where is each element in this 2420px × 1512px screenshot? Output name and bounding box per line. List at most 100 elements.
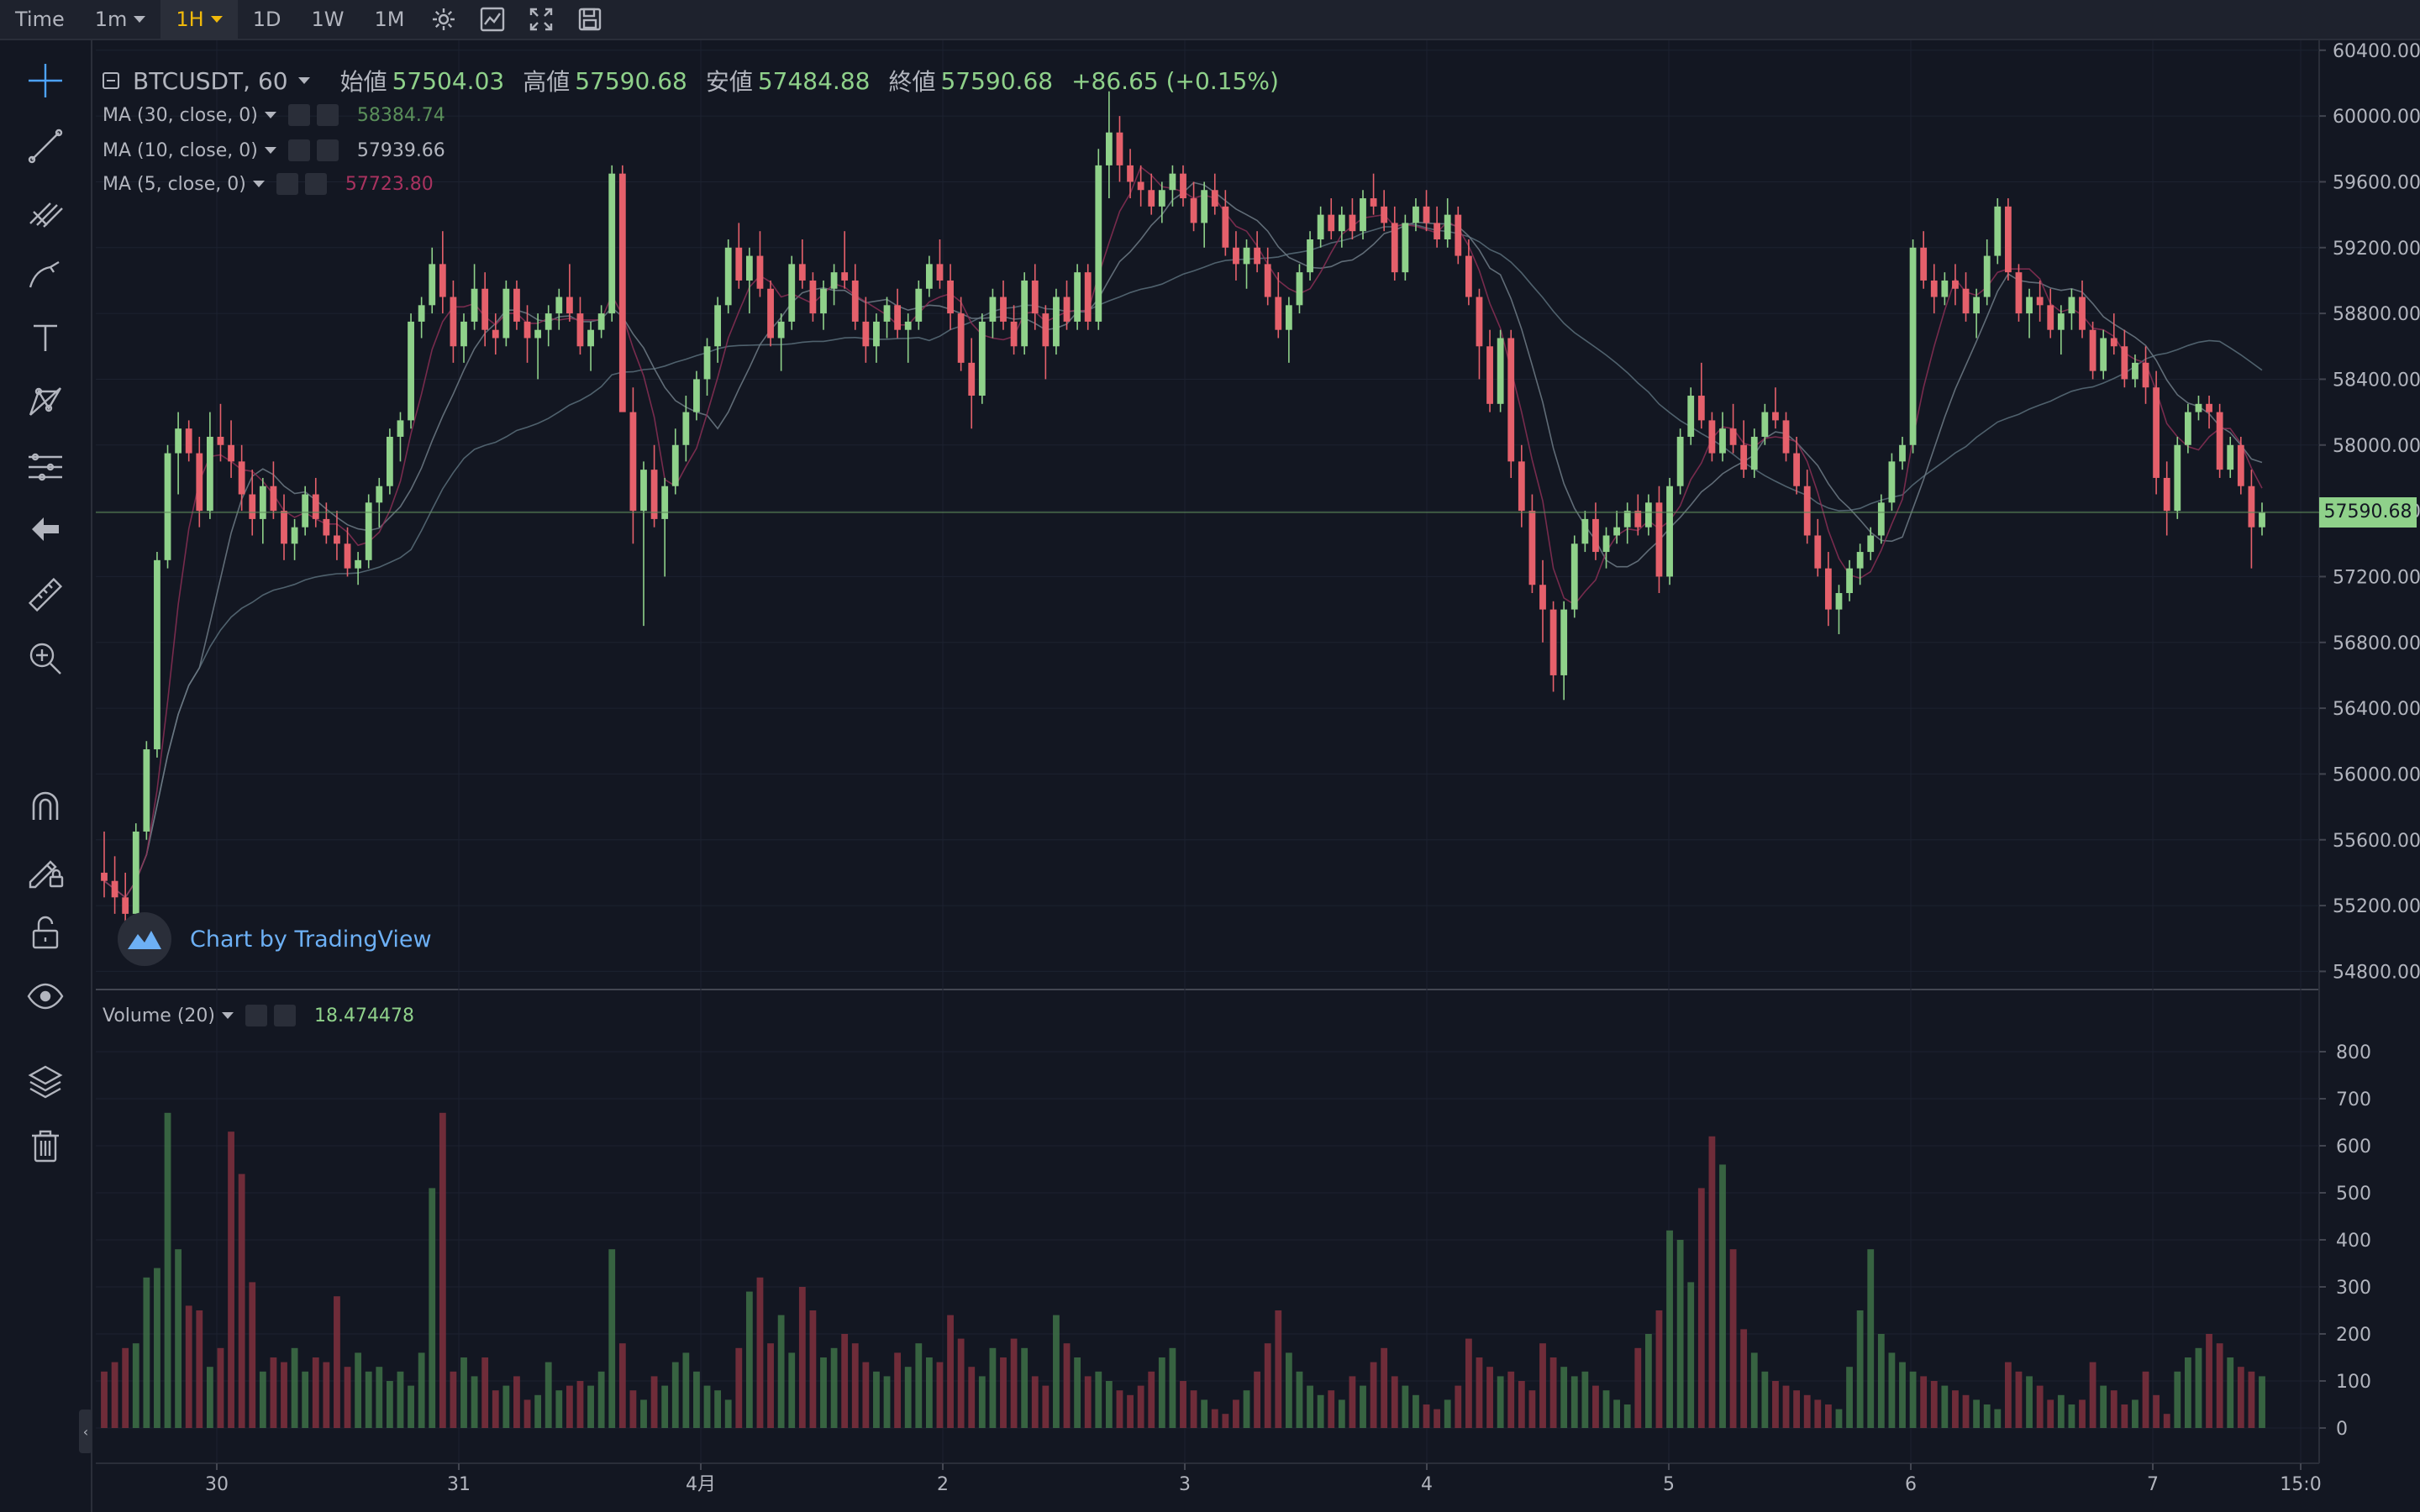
close-icon[interactable]: [316, 139, 339, 161]
candle-body: [661, 486, 669, 519]
chevron-down-icon[interactable]: [264, 112, 276, 118]
magnet-icon[interactable]: [20, 781, 71, 832]
chevron-down-icon[interactable]: [264, 147, 276, 154]
volume-bar: [777, 1315, 785, 1428]
watermark-text: Chart by TradingView: [190, 926, 432, 953]
ma30-legend: MA (30, close, 0) 58384.74: [103, 104, 445, 126]
volume-tick-label: 300: [2336, 1278, 2371, 1299]
candle-body: [777, 321, 785, 339]
ma5-name[interactable]: MA (5, close, 0): [103, 173, 246, 195]
time-tick-label: 6: [1905, 1474, 1917, 1495]
candle-body: [756, 255, 764, 289]
ma10-line: [103, 181, 2263, 899]
price-tick-label: 58400.00: [2333, 370, 2420, 391]
candle-body: [1434, 223, 1441, 239]
candle-body: [1084, 272, 1092, 322]
fib-icon[interactable]: [20, 442, 71, 492]
candle-body: [724, 247, 732, 306]
volume-bar: [154, 1268, 160, 1428]
candle-body: [1264, 264, 1271, 297]
change-value: +86.65 (+0.15%): [1071, 66, 1279, 95]
volume-bar: [122, 1347, 129, 1428]
trash-icon[interactable]: [20, 1121, 71, 1171]
unlock-icon[interactable]: [20, 907, 71, 958]
candle-body: [1909, 247, 1917, 445]
interval-dropdown[interactable]: 1m: [80, 0, 161, 39]
price-tick-label: 55600.00: [2333, 831, 2420, 852]
fullscreen-icon[interactable]: [517, 0, 566, 39]
volume-bar: [534, 1394, 542, 1428]
settings-icon[interactable]: [245, 1005, 267, 1026]
indicators-icon[interactable]: [468, 0, 517, 39]
time-tick-label: 31: [447, 1474, 471, 1495]
volume-bar: [397, 1371, 404, 1428]
price-tick-label: 56400.00: [2333, 699, 2420, 720]
candle-body: [1719, 428, 1726, 454]
time-tick-label: 15:0: [2280, 1474, 2321, 1495]
candle-body: [1793, 453, 1801, 486]
candle-body: [693, 379, 700, 412]
collapse-toolbar-button[interactable]: ‹: [79, 1410, 92, 1453]
chevron-down-icon[interactable]: [252, 181, 265, 187]
time-button[interactable]: Time: [15, 8, 65, 31]
tradingview-watermark[interactable]: Chart by TradingView: [118, 912, 432, 966]
candle-body: [1507, 338, 1515, 462]
settings-icon[interactable]: [276, 173, 298, 195]
symbol-name[interactable]: BTCUSDT, 60: [133, 66, 288, 95]
save-icon[interactable]: [566, 0, 614, 39]
close-icon[interactable]: [316, 104, 339, 126]
close-icon[interactable]: [304, 173, 327, 195]
volume-bar: [312, 1357, 319, 1428]
candle-body: [1930, 280, 1938, 297]
volume-bar: [1180, 1381, 1186, 1428]
volume-bar: [714, 1390, 722, 1428]
period-1m-button[interactable]: 1M: [374, 8, 405, 31]
volume-bar: [1116, 1390, 1123, 1428]
settings-icon[interactable]: [419, 0, 468, 39]
volume-bar: [724, 1399, 732, 1428]
candle-body: [1190, 198, 1197, 223]
collapse-legend-icon[interactable]: [103, 72, 119, 89]
chevron-down-icon[interactable]: [221, 1012, 234, 1019]
high-value: 57590.68: [575, 66, 687, 95]
ruler-icon[interactable]: [20, 570, 71, 620]
active-interval-dropdown[interactable]: 1H: [160, 0, 238, 39]
settings-icon[interactable]: [287, 139, 310, 161]
candle-body: [1994, 206, 2002, 256]
text-icon[interactable]: [20, 312, 71, 363]
close-icon[interactable]: [273, 1005, 296, 1026]
arrow-left-icon[interactable]: [20, 504, 71, 554]
volume-bar: [1560, 1367, 1568, 1428]
drawing-toolbar: ‹: [0, 40, 92, 1512]
period-1d-button[interactable]: 1D: [252, 8, 281, 31]
candle-body: [1413, 206, 1419, 223]
candle-body: [968, 362, 976, 396]
candle-body: [608, 173, 616, 314]
volume-bar: [2163, 1414, 2170, 1428]
candle-body: [1053, 297, 1060, 347]
zoom-in-icon[interactable]: [20, 633, 71, 684]
volume-bar: [143, 1277, 150, 1428]
eye-icon[interactable]: [20, 971, 71, 1021]
candle-body: [873, 321, 880, 347]
settings-icon[interactable]: [287, 104, 310, 126]
candle-body: [1782, 420, 1790, 454]
trendline-icon[interactable]: [20, 121, 71, 171]
ma10-name[interactable]: MA (10, close, 0): [103, 139, 258, 161]
volume-bar: [1824, 1404, 1832, 1428]
volume-name[interactable]: Volume (20): [103, 1005, 215, 1026]
volume-bar: [1296, 1371, 1303, 1428]
lock-drawing-icon[interactable]: [20, 845, 71, 895]
layers-icon[interactable]: [20, 1057, 71, 1107]
volume-bar: [1973, 1399, 1981, 1428]
pitchfork-icon[interactable]: [20, 185, 71, 235]
pattern-icon[interactable]: [20, 376, 71, 427]
crosshair-icon[interactable]: [20, 55, 71, 106]
chevron-down-icon[interactable]: [297, 77, 310, 84]
candle-body: [513, 288, 520, 322]
brush-icon[interactable]: [20, 249, 71, 299]
period-1w-button[interactable]: 1W: [311, 8, 345, 31]
ma30-name[interactable]: MA (30, close, 0): [103, 104, 258, 126]
candle-body: [1962, 288, 1970, 314]
